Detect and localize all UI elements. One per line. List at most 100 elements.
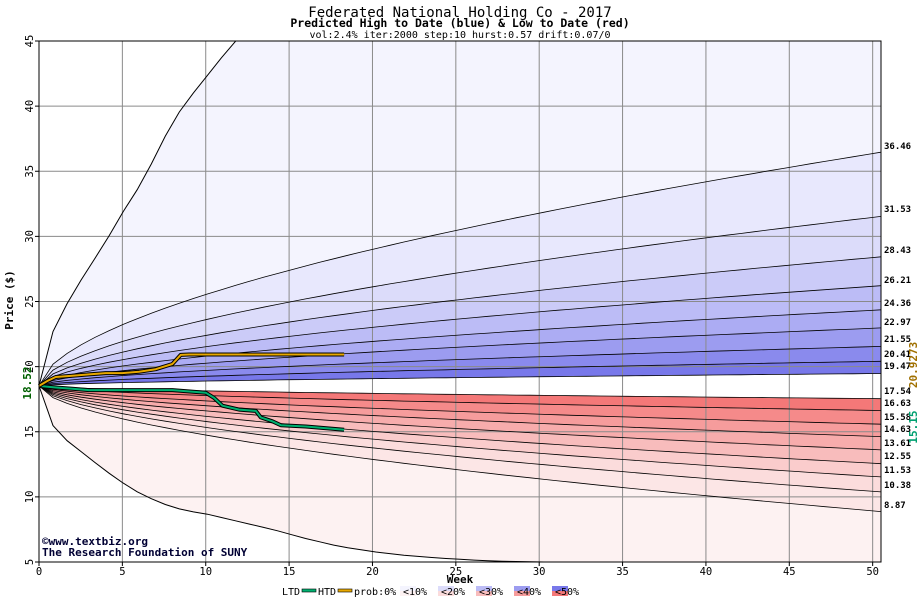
upper-band-2 xyxy=(39,216,881,386)
probability-bands xyxy=(39,41,881,562)
upper-band-5 xyxy=(39,309,881,386)
legend-swatch-upper xyxy=(514,586,530,591)
x-tick-label: 35 xyxy=(616,566,629,578)
upper-band-6 xyxy=(39,327,881,386)
legend-swatch-lower xyxy=(400,591,416,596)
band-end-label: 10.38 xyxy=(884,481,911,491)
y-tick-label: 35 xyxy=(24,165,36,178)
chart-subtitle: Predicted High to Date (blue) & Low to D… xyxy=(290,16,629,30)
band-end-label: 16.63 xyxy=(884,399,911,409)
band-boundary-line xyxy=(39,327,881,387)
band-end-label: 21.55 xyxy=(884,335,911,345)
band-end-labels: 36.46 31.53 28.43 26.21 24.36 22.97 21.55 20.41… xyxy=(884,142,912,511)
legend-ltd-label: LTD xyxy=(282,587,300,598)
legend-swatch-upper xyxy=(438,586,454,591)
band-end-label: 13.61 xyxy=(884,439,911,449)
x-tick-label: 50 xyxy=(866,566,879,578)
lower-band-1 xyxy=(39,385,881,512)
band-end-label: 22.97 xyxy=(884,318,911,328)
band-boundary-line xyxy=(39,385,881,425)
lower-band-8 xyxy=(39,385,881,411)
chart-title: Federated National Holding Co - 2017 xyxy=(308,5,611,21)
legend-swatch-lower xyxy=(476,591,492,596)
legend-swatch-lower xyxy=(438,591,454,596)
band-boundary-lines xyxy=(39,41,881,562)
band-boundary-line xyxy=(39,360,881,387)
band-end-label: 14.63 xyxy=(884,425,911,435)
x-axis-label: Week xyxy=(447,573,474,586)
start-price-label: 18.52 xyxy=(21,366,34,399)
band-boundary-line xyxy=(39,385,881,478)
band-boundary-line xyxy=(39,385,881,437)
credit-line-2: The Research Foundation of SUNY xyxy=(42,546,248,559)
y-tick-label: 10 xyxy=(24,491,36,504)
lower-band-5 xyxy=(39,385,881,450)
band-end-label: 11.53 xyxy=(884,466,911,476)
lower-band-0 xyxy=(39,385,881,562)
grid-lines xyxy=(39,41,881,562)
legend-ltd-swatch xyxy=(301,588,317,593)
legend-bin-label: <10% xyxy=(403,587,427,598)
band-boundary-line xyxy=(39,346,881,387)
y-tick-label: 25 xyxy=(24,295,36,308)
x-tick-label: 20 xyxy=(366,566,379,578)
lower-band-2 xyxy=(39,385,881,492)
band-end-label: 19.47 xyxy=(884,362,911,372)
band-end-label: 26.21 xyxy=(884,276,911,286)
band-end-label: 8.87 xyxy=(884,501,906,511)
band-end-label: 15.58 xyxy=(884,413,911,423)
legend-prob-label: prob:0% xyxy=(354,587,396,598)
legend-swatch-lower xyxy=(552,591,568,596)
htd-series-line xyxy=(38,353,345,387)
band-end-label: 31.53 xyxy=(884,205,911,215)
ltd-series-line xyxy=(38,384,345,431)
band-boundary-line xyxy=(39,385,881,493)
x-tick-label: 30 xyxy=(533,566,546,578)
lower-band-7 xyxy=(39,385,881,425)
credit-line-1: ©www.textbiz.org xyxy=(42,535,148,548)
legend-swatch-lower xyxy=(514,591,530,596)
band-end-label: 28.43 xyxy=(884,246,911,256)
legend-htd-swatch xyxy=(337,588,353,593)
legend: LTD HTD prob:0% <10% <20% <30% <40% <50% xyxy=(282,586,579,598)
band-boundary-line xyxy=(39,216,881,387)
upper-band-1 xyxy=(39,152,881,386)
band-end-label: 24.36 xyxy=(884,299,911,309)
x-tick-label: 0 xyxy=(36,566,42,578)
band-boundary-line xyxy=(39,385,881,451)
y-tick-label: 40 xyxy=(24,100,36,113)
band-boundary-line xyxy=(39,385,881,465)
chart-params: vol:2.4% iter:2000 step:10 hurst:0.57 dr… xyxy=(309,30,610,41)
upper-band-0 xyxy=(39,41,881,386)
y-tick-label: 45 xyxy=(24,35,36,48)
upper-band-3 xyxy=(39,256,881,386)
legend-swatch-upper xyxy=(400,586,416,591)
band-end-label: 36.46 xyxy=(884,142,911,152)
y-tick-label: 20 xyxy=(24,360,36,373)
band-end-label: 12.55 xyxy=(884,452,911,462)
y-axis-ticks: 5 10 15 20 25 30 35 40 45 xyxy=(24,35,39,565)
lower-band-6 xyxy=(39,385,881,437)
band-boundary-line xyxy=(39,385,881,411)
legend-swatch-upper xyxy=(552,586,568,591)
legend-swatch-upper xyxy=(476,586,492,591)
band-boundary-line xyxy=(39,285,881,387)
y-tick-label: 15 xyxy=(24,425,36,438)
x-tick-label: 15 xyxy=(283,566,296,578)
band-boundary-line xyxy=(39,373,881,387)
current-high-label: 20.9273 xyxy=(907,342,920,388)
band-end-label: 17.54 xyxy=(884,387,912,397)
upper-outer-line xyxy=(39,41,237,387)
upper-band-4 xyxy=(39,285,881,386)
x-tick-label: 5 xyxy=(119,566,125,578)
band-end-label: 20.41 xyxy=(884,350,911,360)
y-tick-label: 30 xyxy=(24,230,36,243)
x-tick-label: 40 xyxy=(700,566,713,578)
upper-band-8 xyxy=(39,361,881,386)
x-tick-label: 45 xyxy=(783,566,796,578)
current-low-label: 15.15 xyxy=(907,410,920,443)
legend-bin-label: <30% xyxy=(479,587,503,598)
lower-outer-line xyxy=(39,385,881,562)
x-axis-ticks: 0 5 10 15 20 25 30 35 40 45 50 xyxy=(36,562,879,578)
